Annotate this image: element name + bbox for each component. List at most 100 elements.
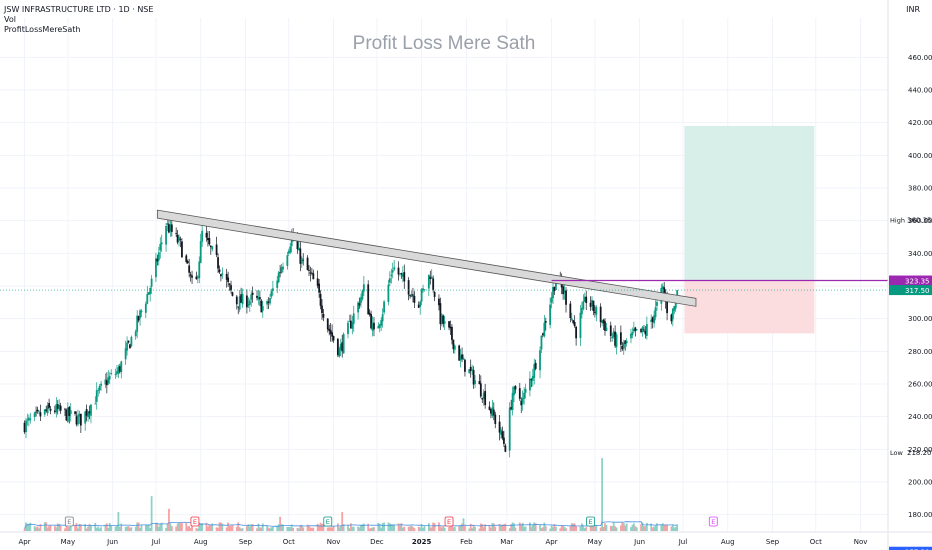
volume-bar — [540, 528, 543, 531]
candle-body — [451, 326, 453, 340]
price-tick-label: 440.00 — [908, 87, 932, 95]
volume-bar — [46, 527, 49, 531]
volume-bar — [621, 522, 624, 531]
volume-bar — [661, 523, 664, 531]
candle-body — [49, 408, 52, 411]
volume-bar — [433, 522, 436, 531]
candle-body — [469, 366, 472, 371]
candle-body — [378, 324, 381, 329]
candle-body — [352, 313, 355, 324]
price-tick-label: 180.00 — [908, 511, 932, 519]
candle-body — [237, 306, 240, 308]
candle-body — [481, 397, 484, 400]
volume-bar — [326, 527, 329, 531]
volume-bar — [277, 524, 280, 531]
candle-body — [39, 412, 42, 417]
candle-body — [238, 296, 241, 310]
candle-body — [198, 261, 201, 279]
volume-indicator-label[interactable]: Vol — [4, 15, 16, 24]
volume-bar — [438, 522, 440, 531]
volume-bars — [23, 458, 679, 531]
volume-bar — [549, 528, 552, 531]
candle-body — [35, 411, 37, 413]
volume-bar — [127, 526, 130, 531]
volume-bar — [432, 522, 435, 531]
candle-body — [127, 340, 130, 343]
candle-body — [377, 326, 380, 329]
volume-bar — [362, 523, 365, 531]
volume-bar — [472, 524, 475, 531]
currency-label[interactable]: INR — [906, 5, 920, 14]
volume-bar — [492, 523, 495, 531]
symbol-title[interactable]: JSW INFRASTRUCTURE LTD · 1D · NSE — [4, 5, 154, 14]
candle-body — [338, 348, 341, 357]
volume-bar — [553, 524, 556, 531]
candle-body — [409, 295, 411, 297]
volume-bar — [90, 525, 92, 531]
volume-bar — [147, 524, 150, 531]
volume-bar — [218, 522, 221, 531]
volume-bar — [371, 527, 374, 531]
volume-bar — [387, 522, 390, 531]
candle-body — [261, 306, 264, 311]
volume-bar — [186, 526, 189, 531]
candle-body — [225, 273, 228, 280]
candle-body — [165, 226, 167, 245]
volume-bar — [25, 522, 27, 531]
volume-bar — [130, 527, 133, 531]
volume-bar — [419, 527, 422, 531]
volume-bar — [66, 527, 69, 531]
candle-body — [124, 348, 127, 360]
earnings-label: E — [326, 518, 330, 526]
volume-bar — [673, 527, 676, 531]
candle-body — [529, 378, 531, 391]
time-axis[interactable]: Apr May Jun Jul Aug Sep Oct Nov Dec 2025 Feb Mar Apr… — [0, 531, 932, 546]
candle-body — [609, 325, 612, 336]
candle-body — [472, 369, 475, 385]
candle-body — [205, 232, 208, 238]
earnings-label: E — [589, 518, 593, 526]
candle-body — [401, 273, 404, 277]
volume-bar — [39, 523, 42, 531]
volume-bar — [168, 508, 170, 531]
volume-bar — [500, 525, 502, 531]
volume-bar — [241, 528, 244, 531]
candle-body — [423, 289, 426, 291]
candle-body — [228, 283, 231, 285]
volume-bar — [589, 524, 592, 531]
volume-bar — [35, 527, 37, 531]
volume-bar — [329, 527, 332, 531]
candle-body — [241, 293, 244, 305]
candle-body — [438, 298, 440, 306]
candle-body — [43, 409, 46, 415]
volume-bar — [380, 527, 383, 531]
candle-body — [452, 339, 455, 350]
candle-body — [533, 364, 536, 378]
volume-bar — [196, 528, 199, 531]
volume-bar — [599, 527, 602, 531]
volume-bar — [592, 523, 595, 531]
volume-bar — [622, 522, 625, 531]
candle-body — [572, 320, 575, 323]
volume-bar — [26, 523, 29, 531]
volume-bar — [422, 527, 424, 531]
earnings-badge — [444, 516, 454, 527]
volume-bar — [640, 524, 642, 531]
price-axis[interactable]: 180.00 200.00 220.00 240.00 260.00 280.00 300.… — [887, 0, 932, 550]
volume-bar — [565, 528, 567, 531]
candle-body — [625, 340, 628, 344]
candle-body — [175, 233, 178, 234]
candle-body — [290, 235, 293, 247]
volume-bar — [351, 526, 354, 531]
candle-body — [492, 409, 495, 416]
candle-body — [108, 376, 111, 380]
candle-body — [267, 301, 270, 303]
volume-bar — [339, 526, 342, 531]
custom-indicator-label[interactable]: ProfitLossMereSath — [4, 25, 81, 34]
volume-bar — [523, 526, 526, 531]
volume-bar — [484, 524, 487, 531]
volume-bar — [209, 524, 212, 531]
candle-body — [33, 412, 36, 417]
volume-bar — [246, 526, 248, 531]
